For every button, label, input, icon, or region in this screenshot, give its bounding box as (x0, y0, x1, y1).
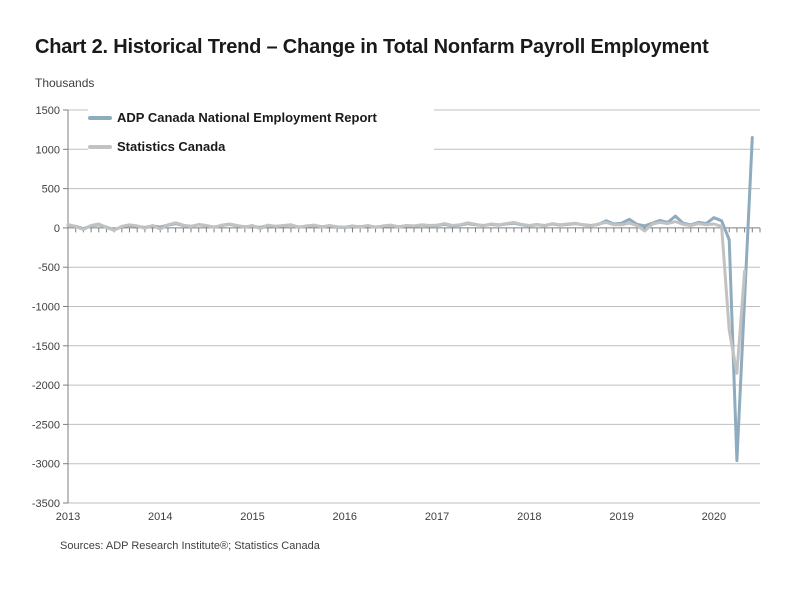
y-axis-tick-label: -3000 (32, 459, 60, 471)
y-axis-tick-label: 1500 (36, 105, 60, 117)
chart-legend: ADP Canada National Employment Report St… (88, 103, 434, 161)
chart-title: Chart 2. Historical Trend – Change in To… (35, 36, 709, 58)
x-axis-year-label: 2015 (240, 511, 264, 523)
y-axis-tick-label: 500 (42, 184, 60, 196)
legend-item-statcan: Statistics Canada (88, 133, 434, 161)
x-axis-year-label: 2016 (333, 511, 357, 523)
y-axis-tick-label: -2000 (32, 380, 60, 392)
y-axis-tick-label: -2500 (32, 419, 60, 431)
y-axis-tick-label: -3500 (32, 498, 60, 510)
legend-label-statcan: Statistics Canada (117, 139, 226, 154)
legend-item-adp: ADP Canada National Employment Report (88, 104, 434, 132)
sources-note: Sources: ADP Research Institute®; Statis… (60, 540, 320, 552)
x-axis-year-label: 2020 (702, 511, 726, 523)
y-axis-unit-label: Thousands (35, 76, 95, 90)
adp-line-swatch-icon (88, 115, 112, 120)
y-axis-tick-label: -500 (38, 262, 60, 274)
y-axis-tick-label: -1500 (32, 341, 60, 353)
x-axis-year-label: 2013 (56, 511, 80, 523)
legend-label-adp: ADP Canada National Employment Report (117, 110, 377, 125)
adp-line (66, 136, 754, 463)
x-axis-year-label: 2014 (148, 511, 172, 523)
statcan-line (66, 220, 747, 375)
y-axis-tick-label: -1000 (32, 302, 60, 314)
y-axis-tick-label: 0 (54, 223, 60, 235)
statcan-line-swatch-icon (88, 144, 112, 149)
x-axis-year-label: 2017 (425, 511, 449, 523)
x-axis-year-label: 2018 (517, 511, 541, 523)
x-axis-year-label: 2019 (609, 511, 633, 523)
y-axis-tick-label: 1000 (36, 144, 60, 156)
